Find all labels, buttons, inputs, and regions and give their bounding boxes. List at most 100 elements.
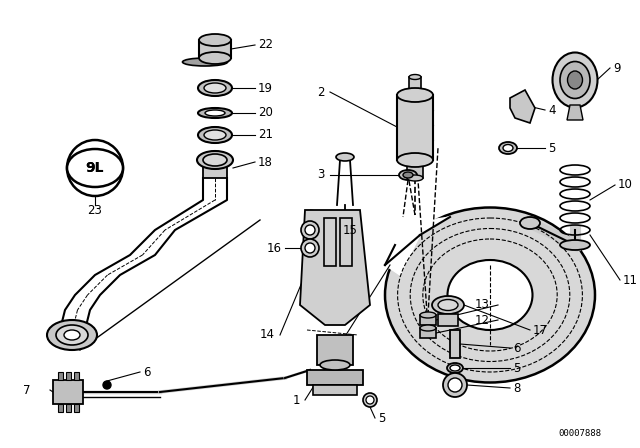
Ellipse shape <box>403 172 413 178</box>
Ellipse shape <box>447 260 532 330</box>
Text: 20: 20 <box>258 107 273 120</box>
Text: 10: 10 <box>618 178 633 191</box>
Ellipse shape <box>67 149 123 187</box>
Text: 5: 5 <box>513 362 520 375</box>
Text: 16: 16 <box>267 241 282 254</box>
Circle shape <box>443 373 467 397</box>
Ellipse shape <box>560 61 590 99</box>
Ellipse shape <box>198 108 232 118</box>
Ellipse shape <box>420 325 436 331</box>
Ellipse shape <box>520 217 540 229</box>
Circle shape <box>301 239 319 257</box>
Ellipse shape <box>198 80 232 96</box>
Ellipse shape <box>432 296 464 314</box>
Bar <box>409 77 421 95</box>
Bar <box>313 385 357 395</box>
Circle shape <box>67 140 123 196</box>
Text: 6: 6 <box>143 366 150 379</box>
Ellipse shape <box>499 142 517 154</box>
Circle shape <box>363 393 377 407</box>
Ellipse shape <box>568 71 582 89</box>
Bar <box>53 380 83 404</box>
Text: 8: 8 <box>513 382 520 395</box>
Ellipse shape <box>203 154 227 166</box>
Polygon shape <box>567 105 583 120</box>
Ellipse shape <box>56 325 88 345</box>
Circle shape <box>305 225 315 235</box>
Bar <box>420 315 436 325</box>
Circle shape <box>305 243 315 253</box>
Ellipse shape <box>560 240 590 250</box>
Bar <box>74 404 79 412</box>
Ellipse shape <box>420 312 436 318</box>
Bar <box>450 330 460 358</box>
Bar <box>74 372 79 380</box>
Circle shape <box>301 221 319 239</box>
Text: 9: 9 <box>613 61 621 74</box>
Bar <box>58 372 63 380</box>
Ellipse shape <box>47 320 97 350</box>
Polygon shape <box>300 210 370 325</box>
Text: 4: 4 <box>548 103 556 116</box>
Bar <box>66 372 71 380</box>
Ellipse shape <box>320 360 350 370</box>
Bar <box>307 370 363 385</box>
Text: 14: 14 <box>260 328 275 341</box>
Text: 3: 3 <box>317 168 325 181</box>
Ellipse shape <box>204 130 226 140</box>
Text: 22: 22 <box>258 39 273 52</box>
Text: 18: 18 <box>258 155 273 168</box>
Ellipse shape <box>205 110 225 116</box>
Text: 12: 12 <box>475 314 490 327</box>
Text: 13: 13 <box>475 298 490 311</box>
Bar <box>324 218 336 266</box>
Ellipse shape <box>407 175 423 181</box>
Bar <box>407 160 423 178</box>
Ellipse shape <box>503 145 513 151</box>
Text: 7: 7 <box>22 383 30 396</box>
Circle shape <box>366 396 374 404</box>
Text: 5: 5 <box>548 142 556 155</box>
Ellipse shape <box>336 153 354 161</box>
Text: 00007888: 00007888 <box>559 429 602 438</box>
Ellipse shape <box>199 52 231 64</box>
Polygon shape <box>510 90 535 123</box>
Ellipse shape <box>450 365 460 371</box>
Text: 6: 6 <box>513 341 520 354</box>
Ellipse shape <box>204 83 226 93</box>
Text: 11: 11 <box>623 273 638 287</box>
Ellipse shape <box>182 58 227 66</box>
Bar <box>66 404 71 412</box>
Text: 19: 19 <box>258 82 273 95</box>
Ellipse shape <box>409 74 421 79</box>
Text: 15: 15 <box>343 224 358 237</box>
Text: 1: 1 <box>292 393 300 406</box>
Ellipse shape <box>438 300 458 310</box>
Ellipse shape <box>397 88 433 102</box>
Bar <box>397 95 433 160</box>
Ellipse shape <box>447 363 463 373</box>
Bar <box>340 218 352 266</box>
Text: 2: 2 <box>317 86 325 99</box>
Bar <box>317 335 353 365</box>
Ellipse shape <box>198 127 232 143</box>
Ellipse shape <box>64 330 80 340</box>
Circle shape <box>103 381 111 389</box>
Bar <box>203 158 227 178</box>
Text: 9L: 9L <box>86 161 104 175</box>
Ellipse shape <box>199 34 231 46</box>
Text: 9L: 9L <box>86 161 104 175</box>
Text: 21: 21 <box>258 129 273 142</box>
Text: 5: 5 <box>378 412 385 425</box>
Text: 23: 23 <box>88 203 102 216</box>
Circle shape <box>448 378 462 392</box>
Ellipse shape <box>197 151 233 169</box>
Text: 17: 17 <box>533 323 548 336</box>
Ellipse shape <box>552 52 598 108</box>
Bar <box>58 404 63 412</box>
Bar <box>420 328 436 338</box>
Ellipse shape <box>399 170 417 180</box>
Bar <box>438 314 458 326</box>
Ellipse shape <box>385 207 595 383</box>
Bar <box>199 40 231 58</box>
